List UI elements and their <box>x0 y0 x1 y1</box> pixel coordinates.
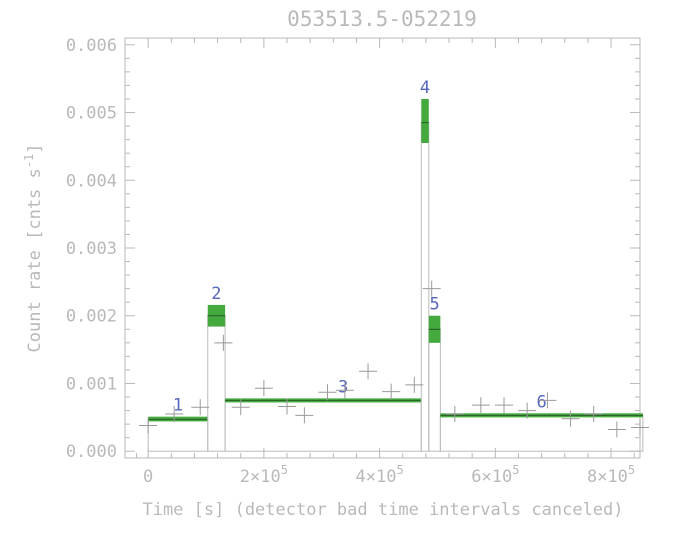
block-label: 2 <box>211 284 221 304</box>
block-outline <box>207 315 226 452</box>
block-outline <box>428 328 441 452</box>
y-tick-label: 0.002 <box>66 307 117 327</box>
block-label: 4 <box>420 78 430 98</box>
y-tick-label: 0.000 <box>66 442 117 462</box>
y-tick-label: 0.001 <box>66 374 117 394</box>
block-band <box>421 98 429 143</box>
x-tick-label: 6×105 <box>471 463 519 487</box>
block-label: 3 <box>338 377 348 397</box>
block-label: 1 <box>173 396 183 416</box>
block-outline <box>420 122 430 452</box>
block-outline <box>147 418 209 452</box>
y-tick-label: 0.006 <box>66 36 117 56</box>
x-tick-label: 8×105 <box>587 463 635 487</box>
block-label: 6 <box>537 392 547 412</box>
x-axis-label: Time [s] (detector bad time intervals ca… <box>142 500 623 520</box>
x-tick-label: 0 <box>143 467 153 487</box>
y-axis: 0.000 0.001 0.002 0.003 0.004 0.005 0.006 <box>66 36 640 462</box>
block-label: 5 <box>429 295 439 315</box>
data-series: 1 2 3 4 5 6 <box>139 78 649 452</box>
y-tick-label: 0.004 <box>66 171 117 191</box>
x-tick-label: 2×105 <box>240 463 288 487</box>
block-outline <box>439 414 644 452</box>
chart-title: 053513.5-052219 <box>287 7 477 31</box>
plot-frame <box>124 37 641 459</box>
x-tick-label: 4×105 <box>356 463 404 487</box>
block-outline <box>224 399 422 452</box>
y-tick-label: 0.003 <box>66 239 117 259</box>
x-axis: 0 2×105 4×105 6×105 8×105 <box>136 38 635 487</box>
y-axis-label: Count rate [cnts s-1] <box>22 144 45 353</box>
y-tick-label: 0.005 <box>66 104 117 124</box>
